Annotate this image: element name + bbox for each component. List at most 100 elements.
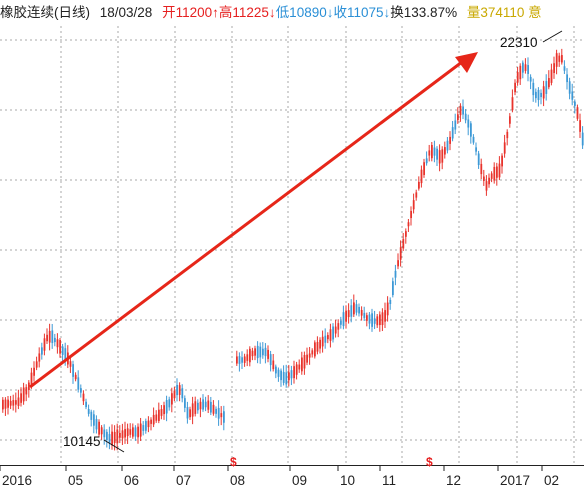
candle-body bbox=[251, 350, 254, 357]
candle-body bbox=[529, 76, 532, 82]
candle bbox=[418, 176, 420, 191]
candle-body bbox=[332, 326, 334, 340]
candle bbox=[212, 400, 215, 416]
candle bbox=[20, 387, 22, 407]
candle-body bbox=[553, 63, 555, 74]
candle-body bbox=[168, 399, 171, 408]
candle bbox=[17, 389, 20, 410]
candle-body bbox=[59, 340, 61, 354]
candle bbox=[82, 390, 85, 405]
candle-body bbox=[272, 360, 275, 370]
candle-body bbox=[147, 420, 150, 428]
candle bbox=[251, 347, 254, 361]
candle-body bbox=[410, 210, 412, 219]
candle-body bbox=[527, 65, 529, 74]
candle-body bbox=[522, 62, 524, 73]
candle-body bbox=[503, 142, 506, 154]
candle-body bbox=[69, 361, 72, 367]
candle bbox=[90, 409, 93, 427]
candle bbox=[152, 407, 155, 428]
candle-body bbox=[210, 401, 212, 413]
candle-body bbox=[80, 388, 82, 393]
candle-body bbox=[444, 147, 446, 155]
candle-body bbox=[542, 86, 545, 99]
candle bbox=[412, 193, 415, 214]
candle bbox=[181, 384, 184, 403]
instrument-name[interactable]: 橡胶连续(日线) bbox=[0, 5, 90, 20]
candle-body bbox=[4, 399, 7, 409]
candle bbox=[574, 99, 576, 114]
candle-body bbox=[386, 302, 389, 316]
candle bbox=[288, 364, 290, 387]
candle-body bbox=[194, 401, 197, 414]
candle-body bbox=[574, 101, 576, 106]
candle bbox=[553, 56, 555, 79]
candle bbox=[436, 146, 438, 167]
candle-body bbox=[165, 400, 168, 414]
candle bbox=[464, 109, 467, 124]
candle bbox=[529, 74, 532, 90]
candle-body bbox=[337, 323, 340, 330]
event-marker: $ bbox=[230, 455, 237, 469]
candle bbox=[511, 89, 514, 113]
candle-body bbox=[488, 177, 490, 185]
candle-body bbox=[303, 355, 306, 369]
x-tick-label: 2016 bbox=[2, 473, 32, 488]
candle-body bbox=[129, 429, 132, 435]
candle-body bbox=[74, 374, 77, 380]
candle bbox=[93, 410, 95, 434]
candle-body bbox=[119, 432, 121, 438]
candle bbox=[98, 419, 100, 438]
candle bbox=[373, 310, 376, 330]
candle-body bbox=[295, 364, 298, 375]
candle-body bbox=[184, 398, 186, 408]
candle-body bbox=[61, 346, 64, 355]
candle-body bbox=[142, 425, 145, 431]
candle bbox=[176, 378, 178, 402]
trend-arrow-head bbox=[455, 52, 478, 73]
candle bbox=[217, 400, 220, 426]
candle-body bbox=[353, 302, 355, 315]
candle-body bbox=[93, 414, 95, 426]
candle bbox=[202, 394, 204, 412]
candle bbox=[566, 68, 568, 90]
candle bbox=[459, 103, 462, 122]
x-tick-label: 08 bbox=[230, 473, 245, 488]
candle-body bbox=[259, 346, 262, 358]
candle-body bbox=[462, 106, 464, 115]
candle bbox=[126, 423, 129, 445]
candle bbox=[358, 303, 360, 317]
candle bbox=[238, 352, 241, 372]
candle-body bbox=[467, 119, 470, 128]
candle-body bbox=[389, 299, 392, 305]
candle-body bbox=[379, 314, 381, 326]
candle-body bbox=[82, 393, 85, 402]
candle-body bbox=[394, 270, 397, 278]
candle bbox=[363, 306, 366, 321]
candle-body bbox=[72, 364, 74, 377]
candle bbox=[7, 395, 9, 415]
candle-body bbox=[163, 405, 165, 415]
candle-body bbox=[376, 316, 379, 326]
candle bbox=[204, 396, 207, 412]
candle-body bbox=[116, 429, 119, 444]
candle bbox=[264, 343, 267, 364]
candle bbox=[207, 395, 210, 414]
candle-body bbox=[171, 393, 173, 405]
high-price: 高11225↓ bbox=[218, 5, 276, 20]
candle bbox=[353, 294, 355, 318]
candle bbox=[345, 305, 347, 329]
candle bbox=[441, 146, 444, 170]
candle-body bbox=[87, 409, 90, 414]
candle bbox=[103, 424, 106, 445]
candle bbox=[558, 52, 561, 67]
candle bbox=[236, 350, 238, 366]
candle-body bbox=[145, 421, 147, 431]
candle bbox=[555, 49, 558, 75]
x-tick-label: 02 bbox=[544, 473, 559, 488]
x-tick-label: 05 bbox=[68, 473, 83, 488]
candle-body bbox=[176, 384, 178, 396]
candle-body bbox=[48, 330, 51, 343]
open-price: 开11200↑ bbox=[162, 5, 219, 20]
